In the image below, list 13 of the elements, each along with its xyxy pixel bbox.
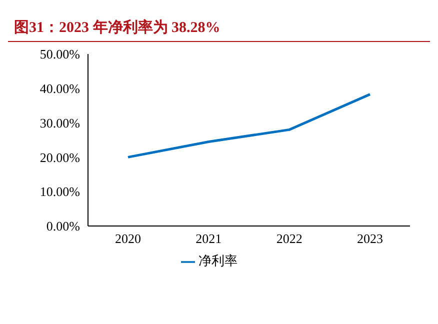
x-tick-label: 2020 (115, 231, 141, 246)
x-tick-label: 2021 (196, 231, 222, 246)
x-tick-label: 2023 (357, 231, 383, 246)
y-tick-label: 50.00% (40, 46, 80, 62)
y-tick-label: 30.00% (40, 115, 80, 130)
y-tick-label: 40.00% (40, 81, 80, 96)
legend-label: 净利率 (198, 253, 238, 268)
line-series (126, 93, 372, 158)
x-tick-label: 2022 (276, 231, 302, 246)
chart-title: 图31：2023 年净利率为 38.28% (8, 8, 430, 42)
y-tick-label: 10.00% (40, 184, 80, 200)
y-tick-label: 20.00% (40, 150, 80, 165)
y-tick-label: 0.00% (46, 218, 80, 234)
